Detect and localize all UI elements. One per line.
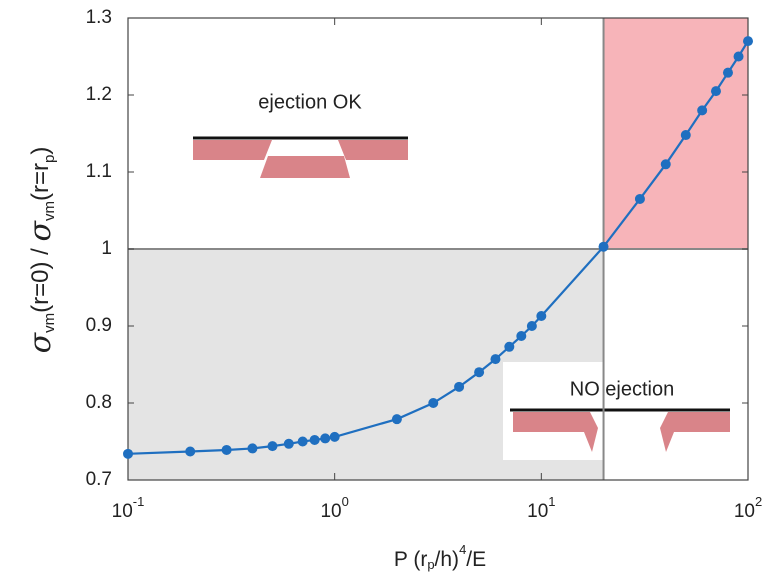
y-tick-label: 1.1 [86,161,112,182]
tick-base: 10 [734,501,755,522]
data-point [722,67,733,78]
data-point [283,438,294,449]
annotation: ejection OK [258,91,362,113]
y-tick-label: 1.2 [86,84,112,105]
y-tick-label: 0.7 [86,469,112,490]
data-point [428,398,439,408]
data-point [598,241,609,252]
data-point [320,433,331,444]
tick-base: 10 [527,501,548,522]
data-point [309,434,320,445]
y-label-part: vm [41,313,58,333]
tick-base: 10 [320,501,341,522]
data-point [454,381,465,392]
ejection-ok-diagram [193,136,408,178]
y-tick-label: 1.3 [86,7,112,28]
x-label-part: P (r [394,548,427,571]
data-point [123,448,133,459]
no-ejection-diagram [510,408,730,452]
data-point [490,354,501,365]
data-point [536,310,547,321]
y-label-part: ) [27,147,54,155]
tick-exponent: -1 [133,494,145,509]
y-axis-label: σvm(r=0) / σvm(r=rp) [23,147,58,354]
data-point [733,51,744,62]
y-label-part: vm [41,201,58,221]
y-label-part: p [41,155,58,163]
data-point [247,443,258,454]
data-point [526,321,537,331]
x-tick-label: 102 [734,494,762,522]
y-tick-label: 1 [101,238,112,259]
x-tick-label: 100 [320,494,348,522]
y-label-part: (r=r [27,163,54,201]
tick-exponent: 1 [548,494,555,509]
annotation: NO ejection [570,378,675,400]
y-tick-label: 0.8 [86,392,112,413]
data-point [660,159,671,170]
x-label-part: 4 [459,542,466,557]
x-label-part: /h) [435,548,460,571]
x-label-part: p [427,557,434,572]
data-point [329,431,340,442]
y-label-part: σ [23,331,58,353]
x-axis-label: P (rp/h)4/E [394,542,486,572]
data-point [680,130,691,141]
data-point [697,105,708,116]
region [603,18,748,249]
x-tick-label: 101 [527,494,555,522]
data-point [634,193,645,204]
data-point [743,36,753,47]
data-point [391,414,402,425]
data-point [221,444,232,455]
data-point [504,341,515,352]
tick-exponent: 0 [342,494,349,509]
x-label-part: /E [466,548,486,571]
tick-base: 10 [112,501,133,522]
data-point [185,446,196,457]
data-line [127,40,749,455]
data-point [297,436,308,447]
y-label-part: σ [23,220,58,242]
data-point [516,331,527,342]
data-point [267,441,278,452]
data-point [474,367,485,378]
y-tick-label: 0.9 [86,315,112,336]
data-point [710,86,721,97]
tick-exponent: 2 [755,494,762,509]
x-tick-label: 10-1 [112,494,145,522]
y-label-part: (r=0) / [27,242,54,313]
